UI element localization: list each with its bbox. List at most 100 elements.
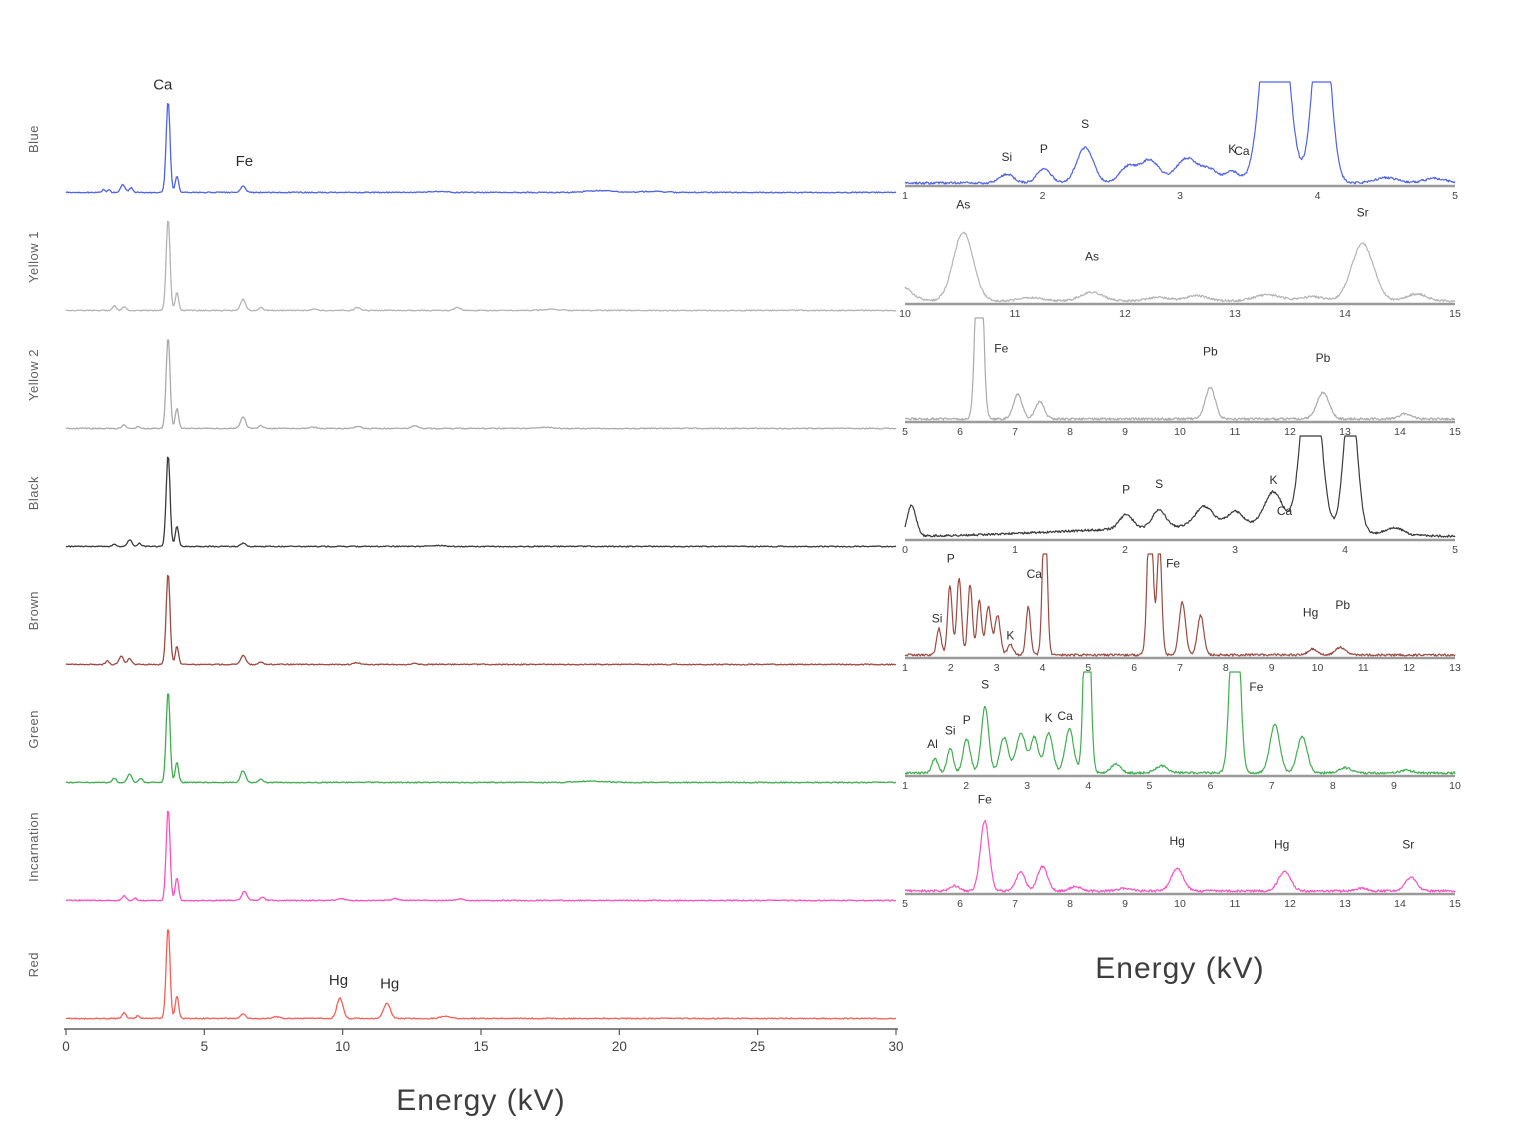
element-label: As [1085, 249, 1099, 263]
inset-tick-label: 9 [1391, 780, 1397, 792]
spectrum-plot-red: Hg Hg [65, 929, 897, 1020]
spectrum-curve [65, 693, 897, 784]
inset-tick-label: 7 [1177, 662, 1183, 674]
spectrum-row-yellow-2: Yellow 2 [0, 316, 900, 434]
inset-curve [904, 231, 1456, 303]
inset-tick-label: 3 [994, 662, 1000, 674]
element-label: Al [927, 737, 938, 751]
row-label-text: Brown [25, 591, 41, 631]
inset-tick-label: 8 [1067, 898, 1073, 910]
element-label: Ca [1057, 709, 1073, 723]
element-label: Hg [1274, 837, 1289, 851]
inset-tick-label: 15 [1449, 426, 1461, 438]
row-label-yellow-1: Yellow 1 [0, 198, 66, 316]
inset-curve [904, 81, 1456, 185]
inset-tick-label: 6 [1131, 662, 1137, 674]
element-label: Hg [329, 972, 348, 989]
row-label-brown: Brown [0, 552, 66, 670]
inset-panel: 1 2 3 4 5 Si P S K Ca 10 11 12 13 14 15 As As Sr 5 6 7 8 9 10 11 1… [899, 80, 1500, 986]
element-label: K [1228, 142, 1236, 156]
element-label: P [1122, 482, 1130, 496]
element-label: Fe [1166, 557, 1180, 571]
stacked-spectra-panel: Blue Ca Fe Yellow 1 Yellow 2 Black Brown Green I… [0, 76, 904, 1118]
inset-brown: 1 2 3 4 5 6 7 8 9 10 11 12 13 Si P K Ca Fe Hg Pb [902, 551, 1500, 674]
spectrum-row-blue: Blue Ca Fe [0, 76, 900, 198]
inset-tick-label: 4 [1342, 544, 1348, 556]
inset-incarnation: 5 6 7 8 9 10 11 12 13 14 15 Fe Hg Hg Sr [902, 788, 1500, 910]
inset-tick-label: 7 [1012, 898, 1018, 910]
inset-curve [904, 435, 1456, 538]
element-label: S [1155, 477, 1163, 491]
inset-tick-label: 13 [1339, 426, 1351, 438]
element-label: Fe [236, 153, 254, 170]
inset-plot-green: 1 2 3 4 5 6 7 8 9 10 Al Si P S K Ca Fe [902, 671, 1461, 792]
row-label-black: Black [0, 434, 66, 552]
inset-tick-label: 0 [902, 544, 908, 556]
tick-label: 25 [750, 1039, 765, 1054]
spectrum-row-incarnation: Incarnation [0, 788, 900, 906]
element-label: Si [932, 612, 943, 626]
inset-tick-label: 8 [1330, 780, 1336, 792]
element-label: Sr [1402, 837, 1414, 851]
inset-tick-label: 10 [899, 308, 911, 320]
inset-tick-label: 10 [1312, 662, 1324, 674]
row-label-text: Blue [25, 124, 41, 154]
row-label-green: Green [0, 670, 66, 788]
inset-tick-label: 2 [1122, 544, 1128, 556]
element-label: Fe [1249, 680, 1263, 694]
inset-tick-label: 4 [1040, 662, 1046, 674]
element-label: Si [945, 724, 956, 738]
row-label-text: Black [25, 475, 41, 511]
element-label: Sr [1357, 206, 1369, 220]
row-label-text: Green [25, 709, 41, 749]
element-label: Hg [1303, 606, 1318, 620]
inset-tick-label: 5 [1147, 780, 1153, 792]
inset-tick-label: 15 [1449, 308, 1461, 320]
spectrum-row-red: Red Hg Hg [0, 906, 900, 1024]
inset-tick-label: 3 [1177, 190, 1183, 202]
element-label: Ca [1027, 567, 1043, 581]
row-label-yellow-2: Yellow 2 [0, 316, 66, 434]
inset-curve [904, 819, 1456, 893]
inset-tick-label: 9 [1122, 426, 1128, 438]
inset-blue: 1 2 3 4 5 Si P S K Ca [902, 80, 1500, 202]
row-label-blue: Blue [0, 80, 66, 198]
element-label: S [981, 678, 989, 692]
inset-yellow-2: 5 6 7 8 9 10 11 12 13 14 15 Fe Pb Pb [902, 316, 1500, 438]
spectrum-row-brown: Brown [0, 552, 900, 670]
inset-tick-label: 13 [1449, 662, 1461, 674]
spectrum-plot-yellow-1 [65, 220, 897, 312]
inset-tick-label: 13 [1339, 898, 1351, 910]
element-label: Pb [1203, 345, 1218, 359]
inset-green: 1 2 3 4 5 6 7 8 9 10 Al Si P S K Ca Fe [902, 670, 1500, 792]
shared-x-axis: 0 5 10 15 20 25 30 [0, 1024, 904, 1066]
spectrum-curve [65, 810, 897, 902]
inset-tick-label: 5 [1085, 662, 1091, 674]
inset-tick-label: 14 [1394, 898, 1406, 910]
spectrum-row-yellow-1: Yellow 1 [0, 198, 900, 316]
inset-tick-label: 10 [1449, 780, 1461, 792]
inset-tick-label: 12 [1119, 308, 1131, 320]
element-label: K [1269, 473, 1277, 487]
inset-tick-label: 12 [1284, 426, 1296, 438]
element-label: Ca [153, 76, 173, 93]
spectra-rows: Blue Ca Fe Yellow 1 Yellow 2 Black Brown Green I… [0, 76, 900, 1024]
spectrum-curve [65, 929, 897, 1020]
element-label: Fe [978, 793, 992, 807]
row-label-incarnation: Incarnation [0, 788, 66, 906]
inset-tick-label: 11 [1230, 426, 1241, 438]
right-x-axis-title: Energy (kV) [1095, 952, 1265, 985]
inset-tick-label: 3 [1024, 780, 1030, 792]
inset-tick-label: 11 [1230, 898, 1241, 910]
inset-tick-label: 13 [1229, 308, 1241, 320]
inset-plot-blue: 1 2 3 4 5 Si P S KCa [902, 81, 1458, 202]
tick-label: 15 [473, 1039, 488, 1054]
spectrum-plot-brown [65, 574, 897, 666]
tick-label: 20 [612, 1039, 627, 1054]
inset-tick-label: 5 [1452, 190, 1458, 202]
inset-tick-label: 5 [1452, 544, 1458, 556]
element-label: P [963, 713, 971, 727]
element-label: S [1081, 117, 1089, 131]
inset-tick-label: 9 [1122, 898, 1128, 910]
